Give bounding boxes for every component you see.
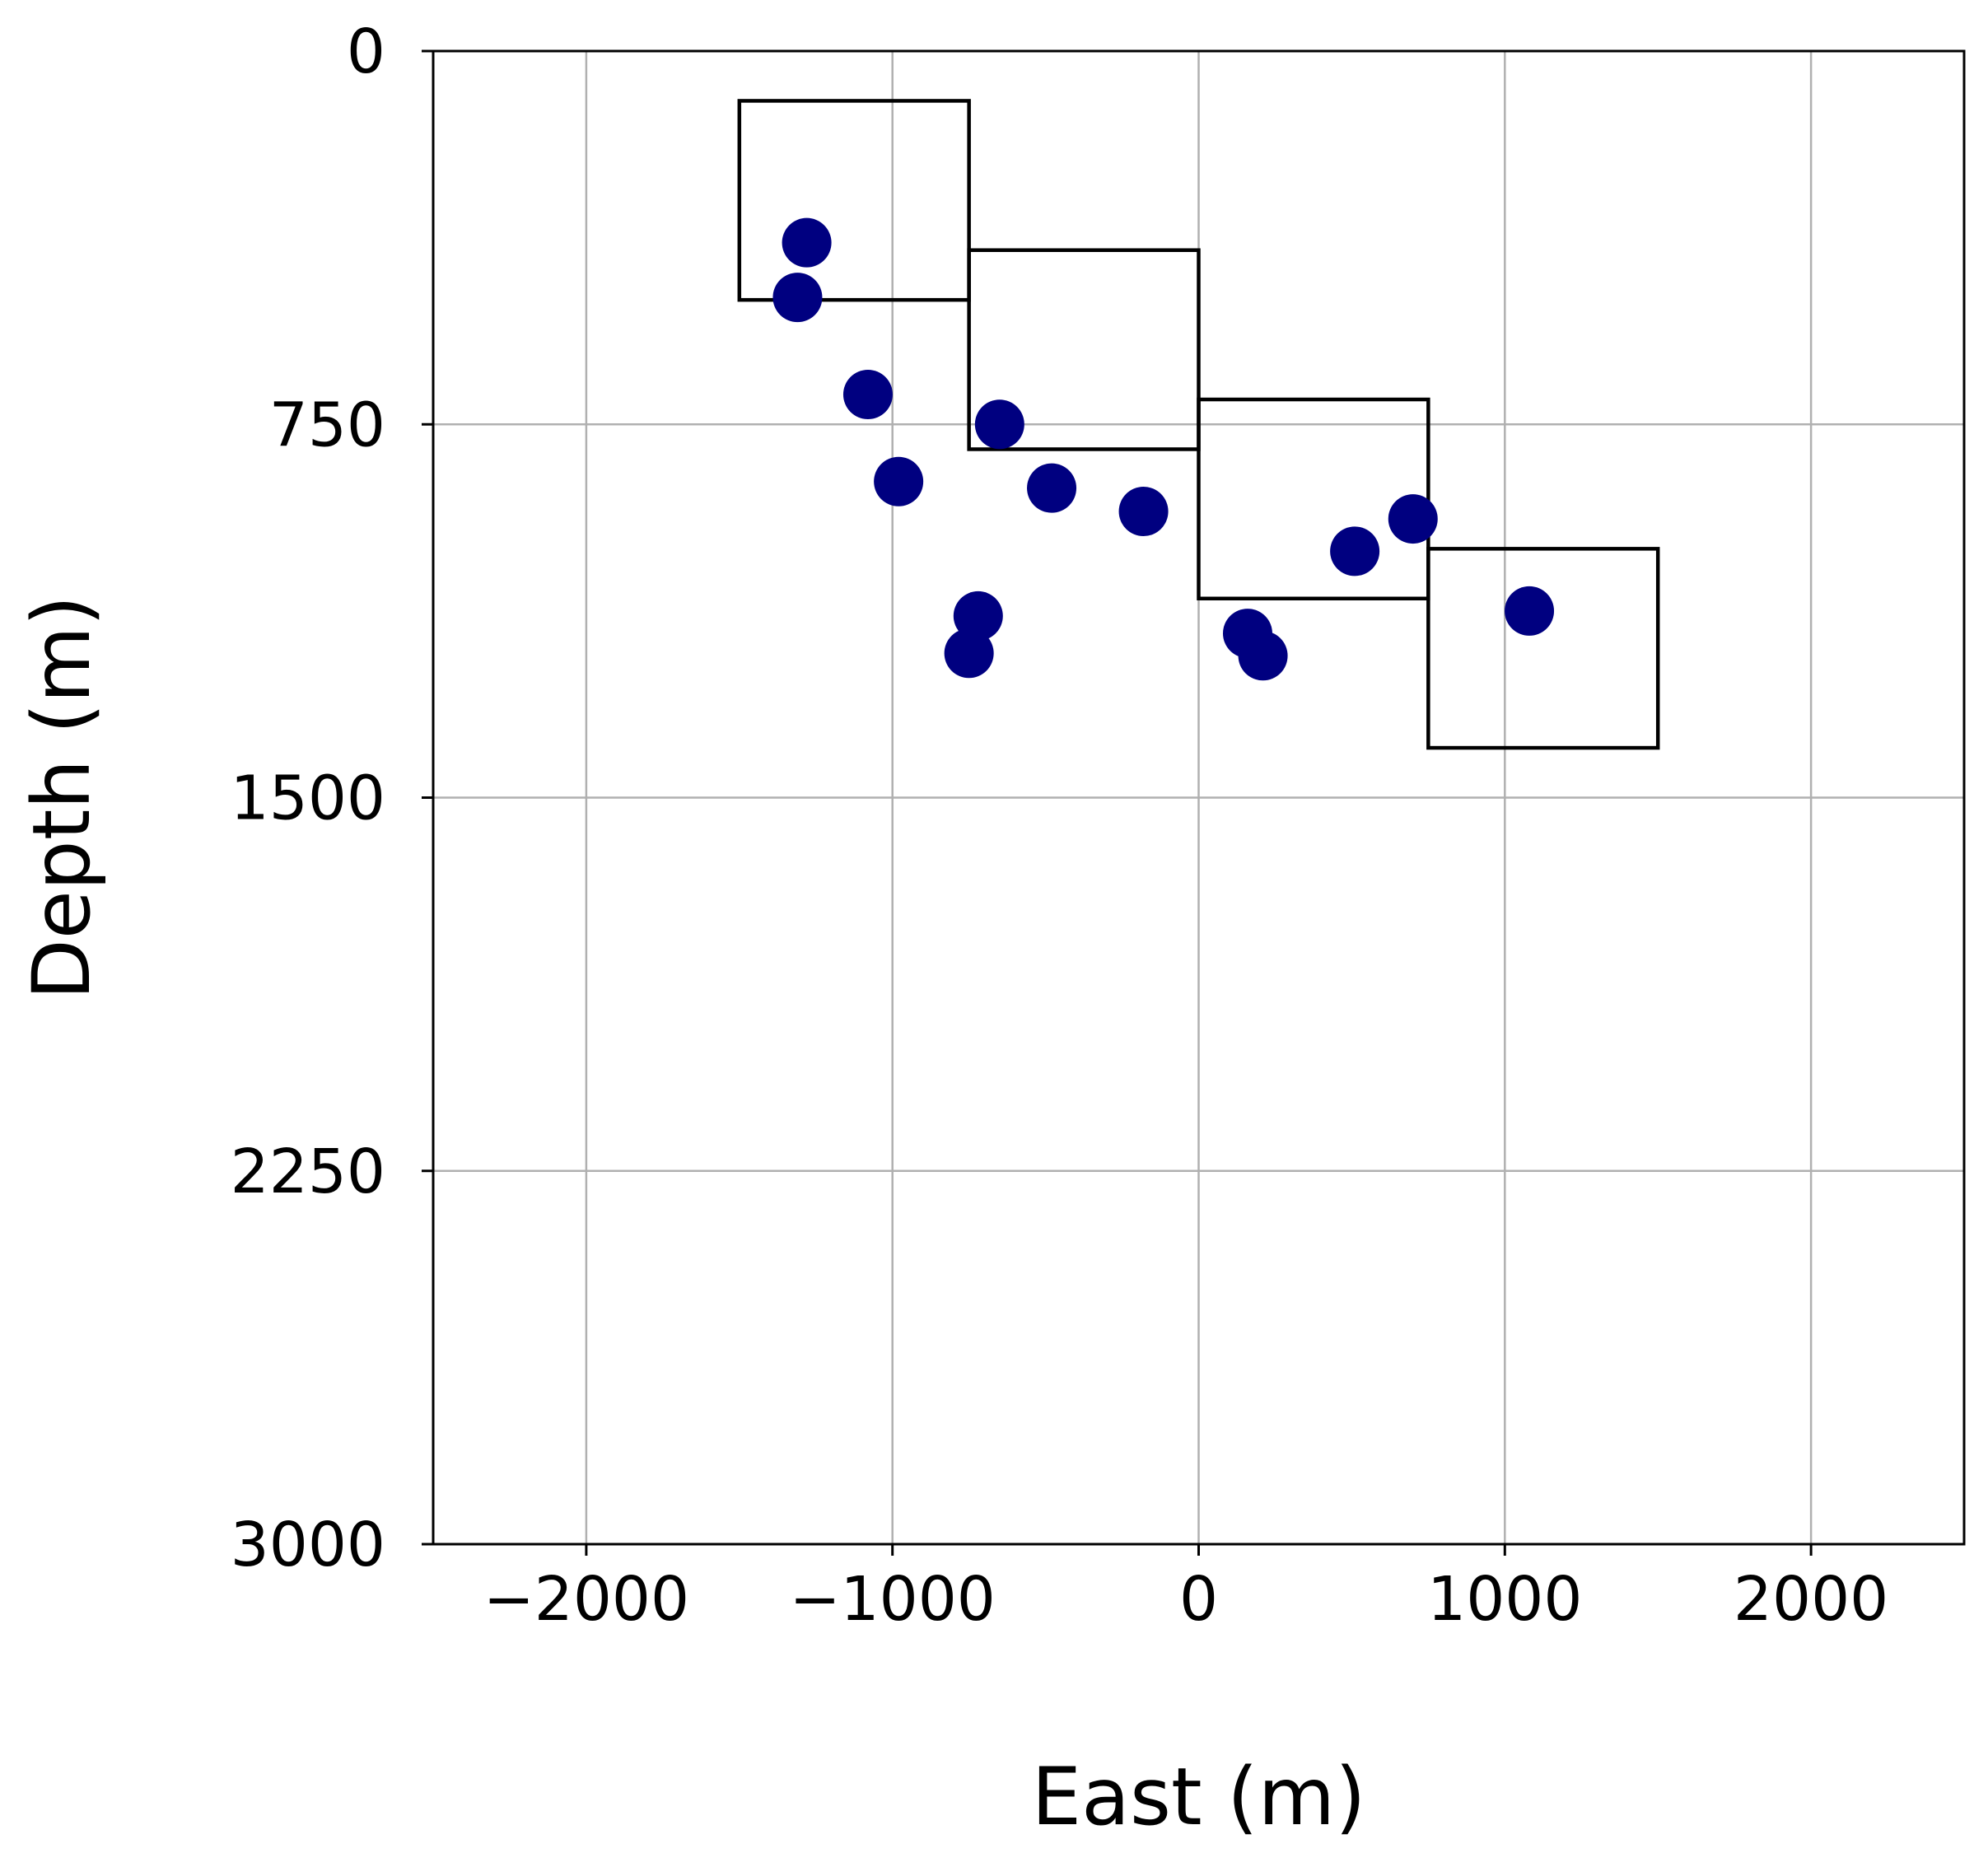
data-point bbox=[842, 369, 893, 419]
x-tick-label: −1000 bbox=[790, 1564, 996, 1635]
data-point bbox=[874, 456, 924, 506]
data-points bbox=[772, 217, 1555, 681]
y-tick-label: 750 bbox=[269, 390, 385, 460]
data-point bbox=[1118, 487, 1169, 537]
block-rectangle bbox=[967, 248, 1201, 451]
y-tick-label: 3000 bbox=[231, 1510, 385, 1580]
x-tick-label: −2000 bbox=[483, 1564, 689, 1635]
data-point bbox=[782, 217, 832, 268]
data-point bbox=[1330, 526, 1380, 576]
block-rectangles bbox=[737, 99, 1660, 750]
y-tick-label: 1500 bbox=[231, 763, 385, 834]
data-point bbox=[1505, 586, 1555, 636]
y-axis-title: Depth (m) bbox=[16, 595, 108, 1000]
data-point bbox=[1388, 494, 1438, 544]
data-point bbox=[1027, 463, 1077, 513]
y-tick-label: 0 bbox=[347, 16, 385, 87]
data-point bbox=[772, 273, 823, 323]
block-rectangle bbox=[1197, 397, 1430, 601]
data-point bbox=[974, 399, 1024, 450]
x-tick-label: 0 bbox=[1179, 1564, 1218, 1635]
block-rectangle bbox=[1426, 547, 1660, 750]
y-tick-label: 2250 bbox=[231, 1137, 385, 1207]
x-tick-label: 2000 bbox=[1734, 1564, 1888, 1635]
x-axis-title: East (m) bbox=[1031, 1751, 1365, 1843]
block-rectangle bbox=[737, 99, 971, 302]
data-point bbox=[944, 628, 994, 679]
data-point bbox=[953, 590, 1003, 641]
x-tick-label: 1000 bbox=[1427, 1564, 1582, 1635]
data-point bbox=[1238, 631, 1288, 681]
axis-ticks: −2000 −1000 0 1000 2000 0 750 1500 2250 3000 bbox=[231, 16, 1889, 1635]
